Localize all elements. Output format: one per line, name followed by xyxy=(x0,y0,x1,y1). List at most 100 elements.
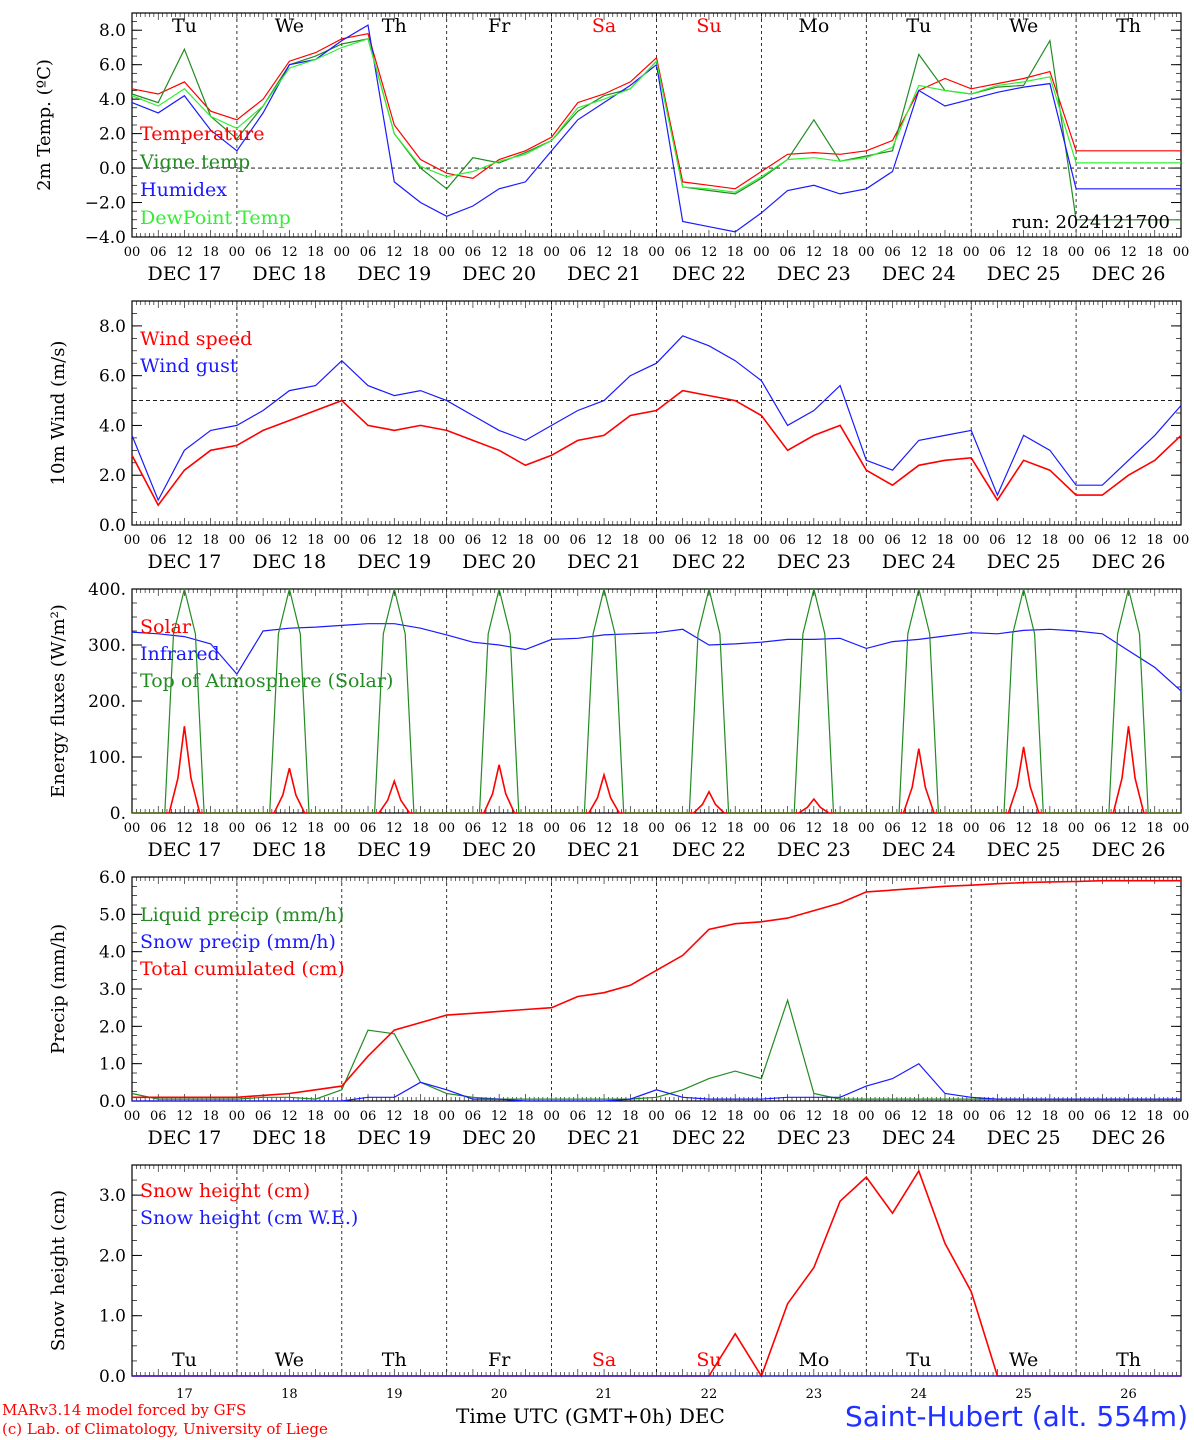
weekday-label: Fr xyxy=(488,1349,511,1371)
y-tick-label: 300. xyxy=(88,636,126,656)
hour-label: 18 xyxy=(937,1109,954,1124)
hour-label: 06 xyxy=(884,1109,901,1124)
hour-label: 06 xyxy=(150,821,167,836)
hour-label: 06 xyxy=(360,533,377,548)
date-label: DEC 20 xyxy=(462,551,536,573)
hour-label: 00 xyxy=(438,245,455,260)
date-label: DEC 26 xyxy=(1092,263,1166,285)
hour-label: 06 xyxy=(1094,1109,1111,1124)
legend-entry: Liquid precip (mm/h) xyxy=(140,904,344,926)
weekday-label: We xyxy=(1009,1349,1038,1371)
date-label: DEC 17 xyxy=(148,551,222,573)
weekday-label: Sa xyxy=(592,15,616,37)
hour-label: 18 xyxy=(412,1109,429,1124)
y-tick-label: 6.0 xyxy=(99,367,126,387)
date-label: DEC 19 xyxy=(357,551,431,573)
hour-label: 18 xyxy=(202,245,219,260)
hour-label: 12 xyxy=(701,245,718,260)
station-name: Saint-Hubert (alt. 554m) xyxy=(844,1400,1188,1433)
hour-label: 18 xyxy=(202,533,219,548)
weekday-label: We xyxy=(275,15,304,37)
hour-label: 00 xyxy=(124,245,141,260)
hour-label: 18 xyxy=(517,533,534,548)
hour-label: 06 xyxy=(1094,533,1111,548)
panel-3: 400. 300. 200. 100. 0. Energy fluxes (W/m²) So… xyxy=(48,580,1189,861)
run-annotation: run: 2024121700 xyxy=(1012,212,1170,233)
panel-2: 8.0 6.0 4.0 2.0 0.0 10m Wind (m/s) Wind speed W… xyxy=(48,300,1189,573)
hour-label: 12 xyxy=(1015,245,1032,260)
hour-label: 18 xyxy=(937,245,954,260)
hour-label: 00 xyxy=(963,245,980,260)
date-label: DEC 21 xyxy=(567,263,641,285)
date-label: DEC 23 xyxy=(777,1127,851,1149)
hour-label: 00 xyxy=(963,1109,980,1124)
hour-label: 18 xyxy=(1147,245,1164,260)
weekday-label: Th xyxy=(1116,15,1141,37)
legend-entry: Wind speed xyxy=(140,328,252,350)
weekday-label: Tu xyxy=(172,1349,197,1371)
hour-label: 00 xyxy=(753,1109,770,1124)
day-number-label: 26 xyxy=(1120,1387,1137,1402)
series-line-humidex xyxy=(131,24,1181,233)
weekday-label: Tu xyxy=(172,15,197,37)
hour-label: 06 xyxy=(465,821,482,836)
date-label: DEC 21 xyxy=(567,839,641,861)
hour-label: 12 xyxy=(596,821,613,836)
hour-label: 00 xyxy=(124,1109,141,1124)
hour-label: 18 xyxy=(307,1109,324,1124)
date-label: DEC 19 xyxy=(357,1127,431,1149)
hour-label: 00 xyxy=(1173,1109,1190,1124)
hour-label: 18 xyxy=(517,1109,534,1124)
hour-label: 12 xyxy=(910,245,927,260)
weekday-label: Su xyxy=(696,1349,721,1371)
y-tick-label: 5.0 xyxy=(99,905,126,925)
hour-label: 00 xyxy=(1068,245,1085,260)
date-label: DEC 24 xyxy=(882,839,956,861)
hour-label: 00 xyxy=(753,245,770,260)
hour-label: 12 xyxy=(596,533,613,548)
hour-label: 12 xyxy=(596,245,613,260)
hour-label: 18 xyxy=(412,245,429,260)
date-label: DEC 17 xyxy=(148,1127,222,1149)
hour-label: 12 xyxy=(806,533,823,548)
date-label: DEC 18 xyxy=(252,839,326,861)
hour-label: 00 xyxy=(858,533,875,548)
hour-label: 06 xyxy=(1094,245,1111,260)
weekday-label: Th xyxy=(382,15,407,37)
legend-entry: Snow height (cm) xyxy=(140,1180,310,1202)
hour-label: 00 xyxy=(334,821,351,836)
hour-label: 06 xyxy=(360,821,377,836)
hour-label: 18 xyxy=(1042,821,1059,836)
date-label: DEC 18 xyxy=(252,263,326,285)
hour-label: 06 xyxy=(255,821,272,836)
day-number-label: 23 xyxy=(806,1387,823,1402)
lab-credit: (c) Lab. of Climatology, University of L… xyxy=(2,1420,328,1438)
y-tick-label: 0.0 xyxy=(99,1367,126,1387)
hour-label: 00 xyxy=(334,245,351,260)
hour-label: 06 xyxy=(255,533,272,548)
hour-label: 18 xyxy=(727,821,744,836)
weekday-label: We xyxy=(1009,15,1038,37)
hour-label: 12 xyxy=(1015,1109,1032,1124)
date-label: DEC 20 xyxy=(462,263,536,285)
legend-entry: Humidex xyxy=(140,179,227,201)
hour-label: 00 xyxy=(858,821,875,836)
weekday-label: Tu xyxy=(906,15,931,37)
weekday-label: Tu xyxy=(906,1349,931,1371)
series-line-wind-speed xyxy=(131,389,1182,507)
hour-label: 18 xyxy=(832,1109,849,1124)
hour-label: 06 xyxy=(674,821,691,836)
date-label: DEC 26 xyxy=(1092,1127,1166,1149)
hour-label: 06 xyxy=(255,1109,272,1124)
plot-frame xyxy=(131,12,1182,238)
panel-5: 3.0 2.0 1.0 0.0 Snow height (cm) Snow height … xyxy=(48,1164,1182,1402)
hour-label: 12 xyxy=(176,245,193,260)
hour-label: 00 xyxy=(124,533,141,548)
weekday-label: Th xyxy=(382,1349,407,1371)
series-line-infrared xyxy=(131,623,1182,692)
hour-label: 06 xyxy=(570,821,587,836)
date-label: DEC 17 xyxy=(148,839,222,861)
hour-label: 12 xyxy=(910,821,927,836)
hour-label: 00 xyxy=(963,533,980,548)
hour-label: 18 xyxy=(1147,1109,1164,1124)
